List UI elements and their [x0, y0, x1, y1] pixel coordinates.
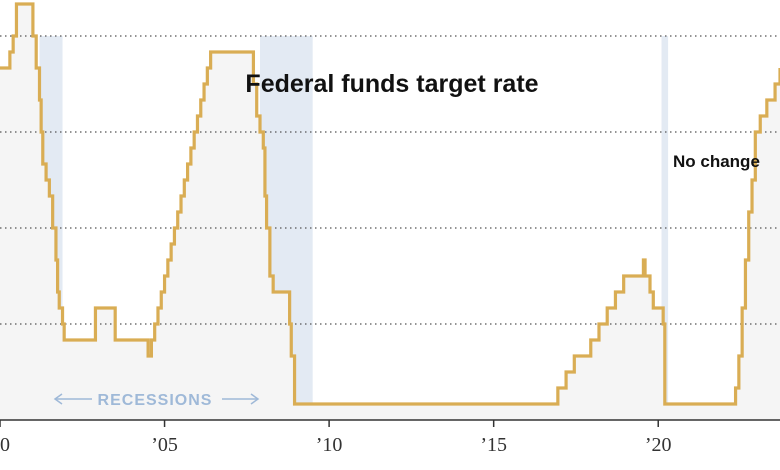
x-axis-ticks: 00’05’10’15’20’23	[0, 420, 672, 456]
x-tick-label-3: ’15	[480, 434, 507, 456]
rate-area-fill	[0, 4, 780, 420]
chart-title: Federal funds target rate	[245, 70, 538, 98]
x-tick-label-1: ’05	[151, 434, 178, 456]
recessions-label: RECESSIONS	[98, 392, 213, 409]
right-arrow-head	[250, 393, 260, 405]
gridlines	[0, 35, 780, 325]
no-change-annotation: No change	[673, 152, 760, 171]
recessions-legend: RECESSIONS	[53, 392, 260, 409]
recession-band-3	[661, 36, 669, 420]
left-arrow-head	[53, 393, 63, 405]
x-tick-label-4: ’20	[645, 434, 672, 456]
rate-series-line	[0, 2, 780, 406]
x-tick-label-2: ’10	[316, 434, 343, 456]
x-tick-label-0: 00	[0, 434, 10, 456]
